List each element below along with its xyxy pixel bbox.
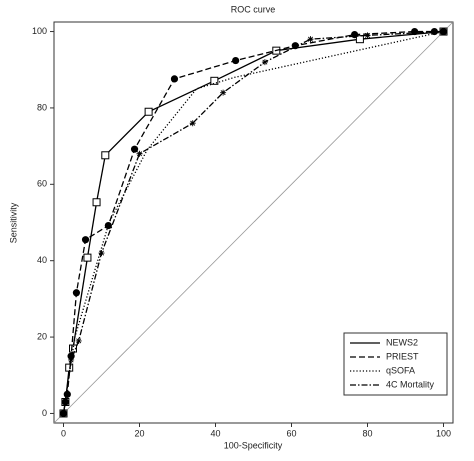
x-tick-label: 60 [286, 428, 296, 438]
y-tick-label: 20 [37, 331, 47, 341]
point [210, 76, 219, 85]
x-axis-label: 100-Specificity [224, 440, 283, 450]
y-axis-label: Sensitivity [8, 202, 18, 243]
point [364, 32, 371, 39]
x-tick-label: 80 [362, 428, 372, 438]
plot-frame [53, 21, 454, 424]
legend-label: qSOFA [386, 365, 415, 375]
point [104, 221, 112, 230]
point [63, 390, 71, 398]
roc-line [62, 30, 444, 414]
point [411, 27, 419, 36]
point [220, 89, 227, 96]
chart-title: ROC curve [231, 4, 276, 14]
point [130, 145, 139, 153]
point [69, 344, 77, 353]
point [307, 36, 314, 43]
point [92, 198, 101, 207]
point [81, 236, 90, 244]
point [83, 253, 92, 262]
point [261, 59, 268, 66]
legend-label: NEWS2 [386, 337, 418, 347]
point [232, 56, 240, 65]
point [68, 356, 75, 363]
y-tick-label: 60 [37, 179, 47, 189]
point [189, 120, 196, 127]
point [170, 75, 179, 83]
x-tick-label: 40 [210, 428, 220, 438]
point [72, 289, 81, 297]
reference-line [53, 21, 454, 424]
legend-label: 4C Mortality [386, 379, 435, 389]
point [75, 337, 82, 344]
point [144, 107, 153, 116]
point [98, 250, 105, 257]
x-tick-label: 20 [134, 428, 144, 438]
y-tick-label: 80 [37, 102, 47, 112]
point [440, 28, 447, 35]
y-tick-label: 0 [42, 408, 47, 418]
point [136, 150, 143, 157]
point [60, 410, 67, 417]
y-tick-label: 100 [32, 26, 47, 36]
point [350, 31, 359, 39]
point [291, 42, 299, 50]
point [101, 151, 110, 160]
y-tick-label: 40 [37, 255, 47, 265]
x-tick-label: 100 [436, 428, 451, 438]
legend-label: PRIEST [386, 351, 419, 361]
point [355, 35, 364, 44]
x-tick-label: 0 [61, 428, 66, 438]
